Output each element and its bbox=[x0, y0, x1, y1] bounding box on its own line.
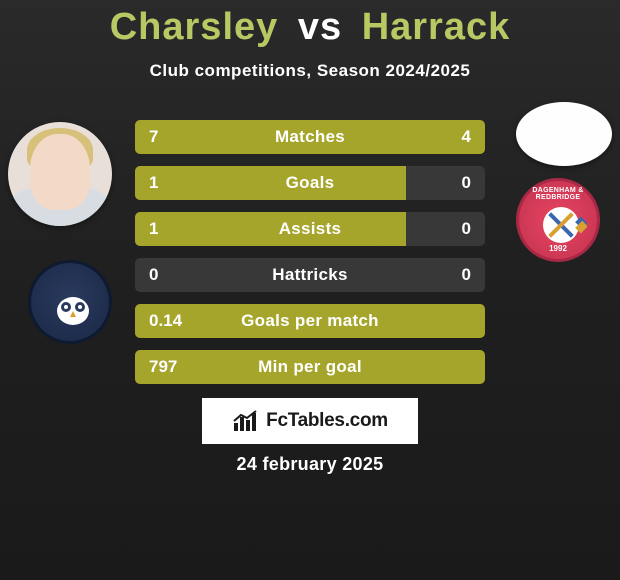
player1-photo bbox=[8, 122, 112, 226]
owl-icon bbox=[49, 283, 97, 331]
brand-badge: FcTables.com bbox=[202, 398, 418, 444]
comparison-infographic: Charsley vs Harrack Club competitions, S… bbox=[0, 0, 620, 580]
stat-label: Goals bbox=[135, 173, 485, 193]
player2-photo bbox=[516, 102, 612, 166]
brand-text: FcTables.com bbox=[266, 410, 388, 432]
stat-label: Matches bbox=[135, 127, 485, 147]
footer-date: 24 february 2025 bbox=[0, 454, 620, 475]
stat-label: Hattricks bbox=[135, 265, 485, 285]
stat-row: 10Goals bbox=[135, 166, 485, 200]
stat-row: 0.14Goals per match bbox=[135, 304, 485, 338]
player1-club-badge bbox=[28, 260, 112, 344]
stat-row: 10Assists bbox=[135, 212, 485, 246]
stat-label: Assists bbox=[135, 219, 485, 239]
player2-name: Harrack bbox=[362, 6, 511, 48]
bar-chart-icon bbox=[232, 409, 260, 433]
vs-label: vs bbox=[298, 6, 342, 48]
stat-row: 74Matches bbox=[135, 120, 485, 154]
stats-area: 74Matches 10Goals 10Assists 00Hattricks 0.14… bbox=[135, 120, 485, 396]
stat-row: 797Min per goal bbox=[135, 350, 485, 384]
page-title: Charsley vs Harrack bbox=[0, 0, 620, 49]
player2-club-badge: DAGENHAM & REDBRIDGE 1992 bbox=[516, 178, 600, 262]
stat-row: 00Hattricks bbox=[135, 258, 485, 292]
stat-label: Goals per match bbox=[135, 311, 485, 331]
club-right-year: 1992 bbox=[519, 244, 597, 253]
subtitle: Club competitions, Season 2024/2025 bbox=[0, 61, 620, 81]
player1-name: Charsley bbox=[110, 6, 279, 48]
stat-label: Min per goal bbox=[135, 357, 485, 377]
